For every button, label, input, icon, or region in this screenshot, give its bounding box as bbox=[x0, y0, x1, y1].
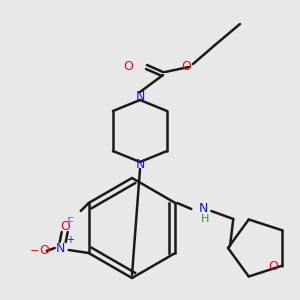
Text: −: − bbox=[30, 246, 39, 256]
Text: N: N bbox=[56, 242, 65, 254]
Text: O: O bbox=[60, 220, 70, 232]
Text: O: O bbox=[181, 61, 191, 74]
Text: O: O bbox=[123, 59, 133, 73]
Text: O: O bbox=[268, 260, 278, 273]
Text: N: N bbox=[199, 202, 208, 215]
Text: F: F bbox=[67, 217, 74, 230]
Text: O: O bbox=[39, 244, 49, 257]
Text: +: + bbox=[66, 235, 74, 245]
Text: N: N bbox=[135, 91, 145, 103]
Text: N: N bbox=[135, 158, 145, 172]
Text: H: H bbox=[201, 214, 209, 224]
